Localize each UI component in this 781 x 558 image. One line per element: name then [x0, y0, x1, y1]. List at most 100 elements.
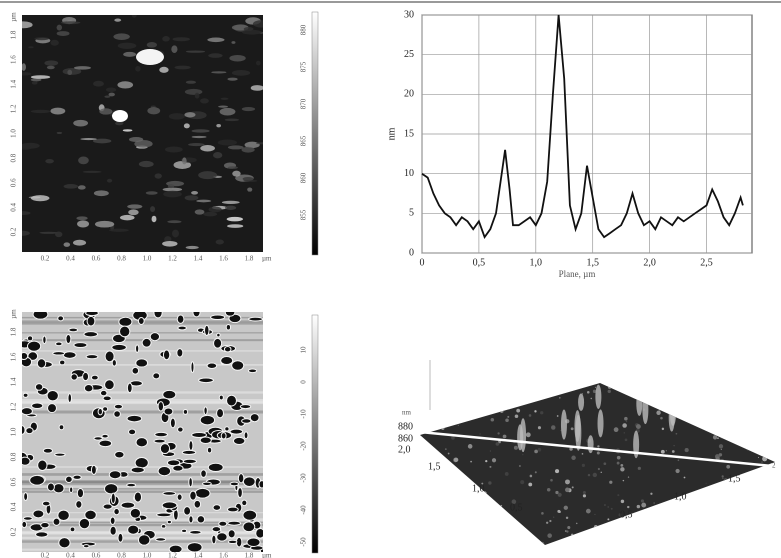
feature: [108, 92, 115, 97]
feature: [207, 37, 225, 43]
feature: [185, 245, 199, 250]
feature: [232, 170, 241, 177]
speck: [490, 537, 493, 541]
y-tick-label: 0.8: [10, 452, 18, 461]
speck: [770, 456, 773, 460]
speck: [450, 410, 455, 414]
x-tick-label: 0.6: [92, 552, 101, 558]
feature: [227, 145, 244, 150]
speck: [618, 513, 622, 517]
speck: [507, 415, 510, 418]
feature: [208, 206, 222, 213]
speck: [461, 538, 463, 540]
feature: [203, 211, 218, 217]
pit: [206, 446, 213, 454]
speck: [594, 386, 597, 388]
pit: [82, 371, 90, 382]
x-tick-label: 1.0: [143, 552, 152, 558]
pit: [32, 312, 49, 320]
pit: [22, 516, 33, 521]
y-tick-label: 0: [409, 247, 414, 258]
feature: [117, 42, 137, 49]
pit: [246, 537, 261, 547]
speck: [593, 537, 596, 540]
y-tick-label: 0.6: [10, 178, 18, 187]
speck: [653, 502, 655, 504]
feature: [138, 160, 154, 168]
speck: [594, 513, 596, 515]
feature: [224, 205, 237, 210]
pit: [176, 493, 183, 501]
pit: [242, 476, 256, 487]
x-unit: µm: [262, 552, 272, 558]
stripe: [22, 332, 263, 334]
speck: [696, 399, 699, 402]
pit: [166, 459, 181, 467]
pit: [182, 458, 197, 464]
speck: [571, 455, 576, 461]
pit: [133, 491, 143, 503]
feature: [194, 92, 200, 99]
stripe: [22, 410, 263, 414]
pit: [22, 392, 29, 398]
feature: [77, 220, 90, 228]
pit: [85, 312, 99, 317]
pit: [90, 464, 97, 475]
pit: [102, 503, 113, 510]
pit: [199, 414, 216, 426]
y-tick-label: 15: [404, 128, 414, 139]
pit: [190, 361, 195, 374]
speck: [440, 510, 444, 514]
speck: [663, 503, 666, 506]
speck: [444, 448, 447, 450]
pit: [23, 492, 29, 502]
speck: [467, 540, 470, 542]
pit: [67, 393, 73, 404]
surface-unit: nm: [402, 409, 412, 417]
pit: [73, 342, 88, 349]
pit: [109, 516, 116, 526]
speck: [722, 477, 724, 479]
peak: [560, 409, 567, 440]
pit: [255, 528, 263, 539]
pit: [82, 544, 90, 549]
speck: [513, 445, 518, 450]
speck: [530, 394, 535, 399]
feature: [231, 41, 236, 44]
y-unit: µm: [10, 12, 18, 22]
speck: [472, 514, 478, 519]
pit: [76, 487, 85, 499]
pit: [216, 532, 228, 542]
pit: [109, 525, 117, 536]
speck: [528, 414, 532, 417]
feature: [159, 66, 169, 73]
speck: [683, 537, 687, 541]
speck: [550, 478, 553, 482]
colorbar-label: -10: [300, 409, 308, 419]
pit: [93, 436, 103, 441]
speck: [718, 413, 722, 417]
pit: [129, 507, 142, 519]
pit: [84, 509, 97, 521]
pit: [237, 487, 243, 499]
feature: [173, 161, 192, 169]
pit: [57, 509, 70, 522]
speck: [556, 415, 559, 417]
feature: [136, 49, 164, 65]
pit: [113, 507, 120, 516]
speck: [661, 427, 665, 431]
speck: [439, 402, 441, 404]
speck: [456, 405, 460, 410]
colorbar: [311, 11, 319, 256]
pit: [126, 482, 137, 488]
z-tick-label: 880: [398, 421, 413, 432]
feature: [94, 220, 115, 228]
speck: [451, 541, 456, 545]
speck: [448, 484, 453, 489]
feature: [44, 60, 59, 66]
pit: [232, 436, 246, 445]
feature: [256, 60, 261, 66]
speck: [517, 530, 520, 533]
speck: [607, 518, 610, 521]
speck: [718, 501, 722, 505]
